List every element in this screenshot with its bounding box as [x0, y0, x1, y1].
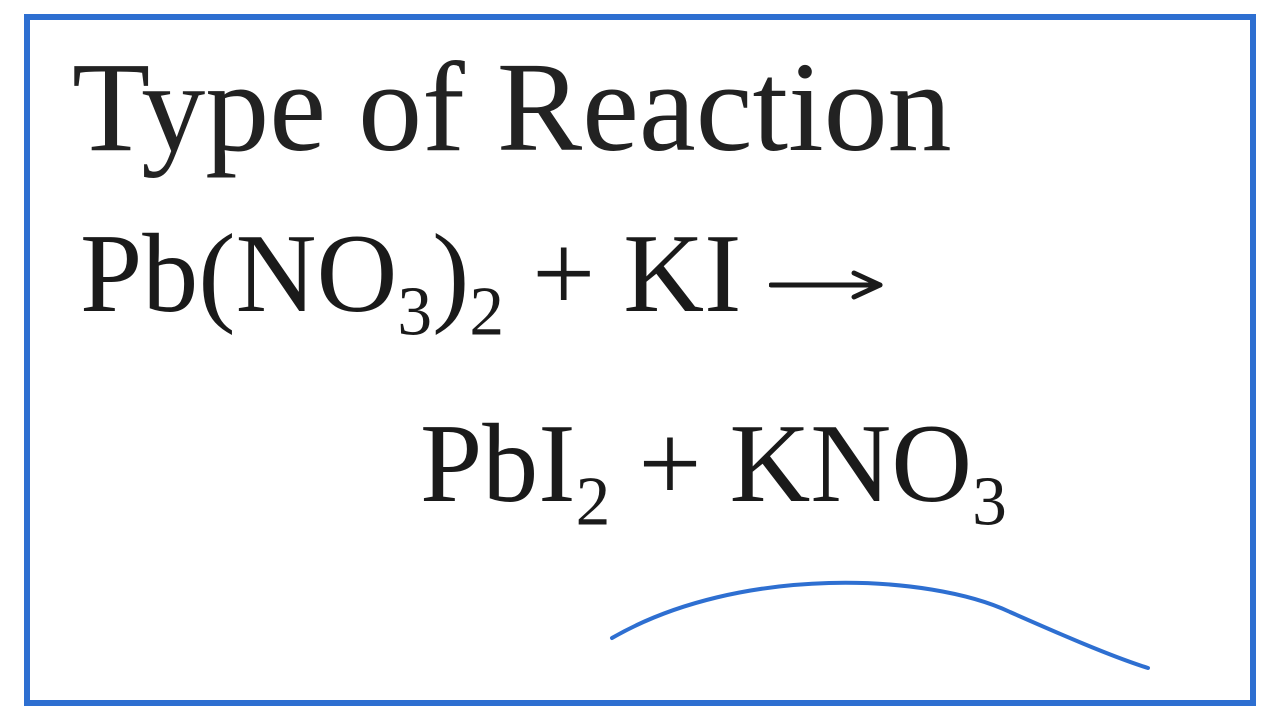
formula-text: PbI — [420, 402, 576, 526]
equation-line-1: Pb(NO3)2 + KI — [80, 210, 884, 339]
subscript: 2 — [576, 463, 611, 540]
reaction-arrow-icon — [769, 210, 884, 250]
subscript: 2 — [469, 273, 504, 350]
formula-text: Pb(NO — [80, 212, 397, 336]
formula-text: + KNO — [610, 402, 972, 526]
formula-text: ) — [432, 212, 469, 336]
formula-text: + KI — [504, 212, 769, 336]
underline-flourish — [600, 560, 1160, 680]
title-text: Type of Reaction — [72, 34, 952, 181]
subscript: 3 — [397, 273, 432, 350]
subscript: 3 — [972, 463, 1007, 540]
equation-line-2: PbI2 + KNO3 — [420, 400, 1007, 529]
